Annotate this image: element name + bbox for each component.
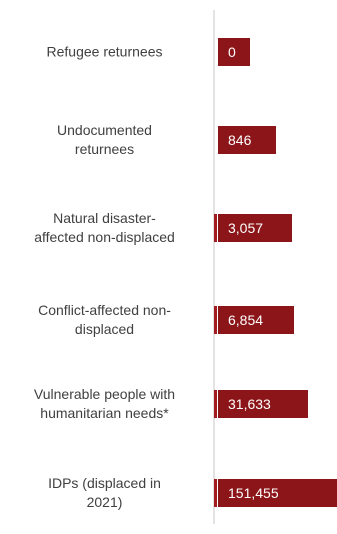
category-label-line: IDPs (displaced in — [48, 475, 161, 491]
bar-accent-5 — [214, 390, 217, 418]
bar-3 — [218, 214, 292, 242]
category-label-line: affected non-displaced — [34, 229, 175, 245]
category-label-1: Refugee returnees — [12, 43, 197, 62]
category-label-line: Refugee returnees — [46, 43, 163, 60]
data-label-4: 6,854 — [228, 312, 264, 328]
data-label-3: 3,057 — [228, 220, 264, 236]
category-label-3: Natural disaster-affected non-displaced — [12, 209, 197, 247]
bar-1 — [218, 38, 250, 66]
category-label-line: Undocumented — [57, 122, 152, 138]
data-label-6: 151,455 — [228, 485, 279, 501]
category-label-5: Vulnerable people with humanitarian needs… — [12, 385, 197, 423]
data-label-5: 31,633 — [228, 396, 271, 412]
bar-2 — [218, 126, 276, 154]
category-label-line: Vulnerable people with — [33, 386, 176, 402]
data-label-1: 0 — [228, 44, 236, 60]
category-label-line: 2021) — [86, 494, 123, 510]
bar-accent-4 — [214, 306, 217, 334]
bar-6 — [218, 479, 337, 507]
bar-accent-3 — [214, 214, 217, 242]
category-label-line: Natural disaster- — [53, 210, 156, 226]
bars-group — [214, 38, 337, 507]
category-label-4: Conflict-affected non-displaced — [12, 301, 197, 339]
bar-5 — [218, 390, 308, 418]
data-label-2: 846 — [228, 132, 252, 148]
category-label-6: IDPs (displaced in 2021) — [12, 474, 197, 512]
category-label-line: displaced — [74, 321, 135, 337]
category-label-2: Undocumented returnees — [12, 121, 197, 159]
category-label-line: Conflict-affected non- — [38, 302, 171, 318]
bar-accent-6 — [214, 479, 217, 507]
category-label-line: humanitarian needs* — [40, 405, 169, 421]
category-label-line: returnees — [74, 141, 135, 157]
bar-4 — [218, 306, 294, 334]
